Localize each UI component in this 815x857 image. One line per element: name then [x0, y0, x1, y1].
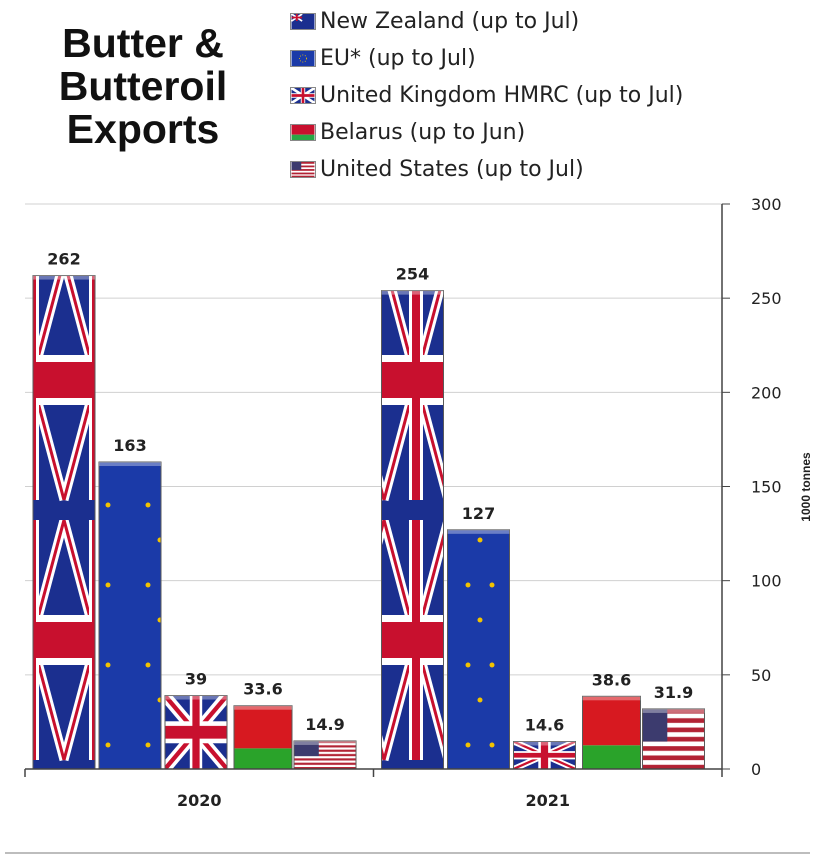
title-line-1: Butter & [62, 20, 224, 66]
y-axis-label: 1000 tonnes [799, 452, 813, 522]
data-label-belarus-2021: 38.6 [592, 670, 631, 689]
x-tick-label-2020: 2020 [177, 791, 222, 810]
legend-label: United Kingdom HMRC (up to Jul) [320, 83, 684, 108]
bar-highlight [294, 740, 356, 745]
legend-label: EU* (up to Jul) [320, 46, 476, 71]
y-tick-label: 150 [751, 478, 782, 497]
bar-highlight [234, 705, 292, 710]
legend-item-uk: United Kingdom HMRC (up to Jul) [290, 77, 683, 114]
data-label-eu-2020: 163 [113, 436, 146, 455]
legend-item-eu: EU* (up to Jul) [290, 40, 683, 77]
new-zealand-flag-icon [290, 13, 316, 30]
y-tick-label: 250 [751, 289, 782, 308]
legend-item-belarus: Belarus (up to Jun) [290, 114, 683, 151]
legend-label: Belarus (up to Jun) [320, 120, 526, 145]
eu-flag-icon [290, 50, 316, 67]
bars: 262 163 39 33.6 14.9 254 127 14.6 38.6 31.9 [32, 250, 705, 770]
data-label-united-states-2020: 14.9 [305, 715, 344, 734]
bar-highlight [642, 708, 705, 713]
bar-belarus-2021 [582, 695, 641, 770]
y-tick-label: 100 [751, 572, 782, 591]
x-tick-label-2021: 2021 [525, 791, 570, 810]
legend-item-united-states: United States (up to Jul) [290, 151, 683, 188]
bar-highlight [165, 695, 227, 700]
bar-united-states-2021 [642, 708, 705, 770]
data-label-belarus-2020: 33.6 [243, 680, 282, 699]
uk-flag-icon [290, 87, 316, 104]
bar-highlight [513, 741, 576, 746]
data-label-uk-2020: 39 [185, 670, 207, 689]
bar-new-zealand-2020 [32, 275, 96, 770]
us-flag-icon [290, 161, 316, 178]
data-label-eu-2021: 127 [462, 504, 495, 523]
y-tick-label: 0 [751, 760, 761, 779]
bar-highlight [99, 462, 161, 467]
bar-uk-2020 [164, 695, 228, 770]
y-tick-label: 300 [751, 195, 782, 214]
y-tick-label: 50 [751, 666, 771, 685]
bar-eu-2020 [98, 461, 162, 770]
y-tick-label: 200 [751, 383, 782, 402]
bar-eu-2021 [447, 529, 510, 770]
bottom-divider [5, 852, 810, 854]
axes: 0 50 100 150 200 250 300 1000 tonnes 2020 2021 [24, 195, 813, 810]
bar-highlight [582, 696, 641, 701]
data-label-uk-2021: 14.6 [525, 716, 564, 735]
title-line-2: Butteroil [58, 63, 228, 109]
legend: New Zealand (up to Jul) EU* (up to Jul) … [290, 3, 683, 188]
bar-new-zealand-2021 [381, 290, 444, 770]
legend-label: United States (up to Jul) [320, 157, 584, 182]
legend-item-new-zealand: New Zealand (up to Jul) [290, 3, 683, 40]
chart-title: Butter & Butteroil Exports [18, 22, 268, 151]
data-label-united-states-2021: 31.9 [654, 683, 693, 702]
legend-label: New Zealand (up to Jul) [320, 9, 580, 34]
bar-uk-2021 [513, 741, 576, 770]
belarus-flag-icon [290, 124, 316, 141]
title-line-3: Exports [66, 106, 220, 152]
data-label-new-zealand-2021: 254 [396, 265, 429, 284]
bar-belarus-2020 [233, 705, 293, 770]
bar-highlight [381, 290, 444, 295]
bar-highlight [447, 529, 510, 534]
data-label-new-zealand-2020: 262 [47, 250, 80, 269]
bar-highlight [33, 275, 95, 280]
bar-united-states-2020 [293, 740, 357, 770]
